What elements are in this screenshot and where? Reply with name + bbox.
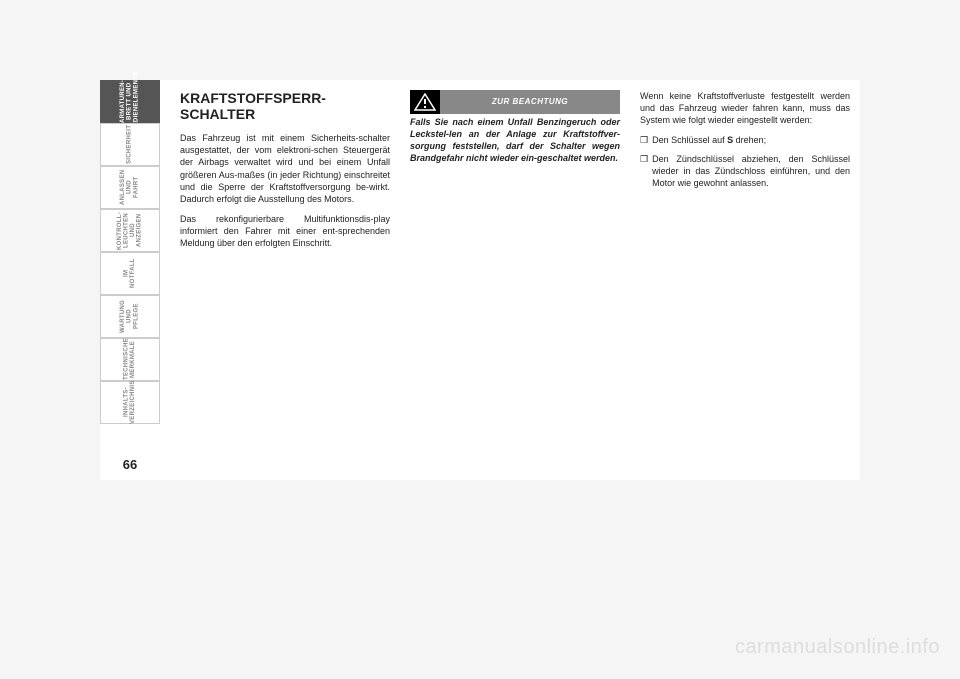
bullet-marker-icon: ❒ [640, 134, 648, 146]
tab-im-notfall[interactable]: IM NOTFALL [100, 252, 160, 295]
tab-anlassen[interactable]: ANLASSEN UND FAHRT [100, 166, 160, 209]
content-columns: KRAFTSTOFFSPERR-SCHALTER Das Fahrzeug is… [180, 90, 850, 257]
list-item-text: Den Zündschlüssel abziehen, den Schlüsse… [652, 153, 850, 189]
tab-sicherheit[interactable]: SICHERHEIT [100, 123, 160, 166]
column-3: Wenn keine Kraftstoffverluste festgestel… [640, 90, 850, 257]
list-item-text: Den Schlüssel auf S drehen; [652, 134, 766, 146]
warning-box: ZUR BEACHTUNG Falls Sie nach einem Unfal… [410, 90, 620, 165]
manual-page: ARMATUREN- BRETT UND BEDIENELEMENTE SICH… [100, 80, 860, 480]
warning-header: ZUR BEACHTUNG [410, 90, 620, 114]
tab-technische[interactable]: TECHNISCHE MERKMALE [100, 338, 160, 381]
bullet-marker-icon: ❒ [640, 153, 648, 189]
column-2: ZUR BEACHTUNG Falls Sie nach einem Unfal… [410, 90, 620, 257]
section-title: KRAFTSTOFFSPERR-SCHALTER [180, 90, 390, 122]
warning-triangle-icon [410, 90, 440, 114]
paragraph: Das Fahrzeug ist mit einem Sicherheits-s… [180, 132, 390, 205]
sidebar-tabs: ARMATUREN- BRETT UND BEDIENELEMENTE SICH… [100, 80, 160, 424]
list-item: ❒ Den Zündschlüssel abziehen, den Schlüs… [640, 153, 850, 189]
tab-wartung[interactable]: WARTUNG UND PFLEGE [100, 295, 160, 338]
tab-inhaltsverzeichnis[interactable]: INHALTS- VERZEICHNIS [100, 381, 160, 424]
paragraph: Wenn keine Kraftstoffverluste festgestel… [640, 90, 850, 126]
warning-body-text: Falls Sie nach einem Unfall Benzingeruch… [410, 114, 620, 165]
tab-armaturenbrett[interactable]: ARMATUREN- BRETT UND BEDIENELEMENTE [100, 80, 160, 123]
paragraph: Das rekonfigurierbare Multifunktionsdis-… [180, 213, 390, 249]
page-number: 66 [100, 457, 160, 472]
watermark-text: carmanualsonline.info [735, 636, 940, 659]
tab-kontrollleuchten[interactable]: KONTROLL- LEUCHTEN UND ANZEIGEN [100, 209, 160, 252]
column-1: KRAFTSTOFFSPERR-SCHALTER Das Fahrzeug is… [180, 90, 390, 257]
list-item: ❒ Den Schlüssel auf S drehen; [640, 134, 850, 146]
warning-title: ZUR BEACHTUNG [440, 90, 620, 114]
